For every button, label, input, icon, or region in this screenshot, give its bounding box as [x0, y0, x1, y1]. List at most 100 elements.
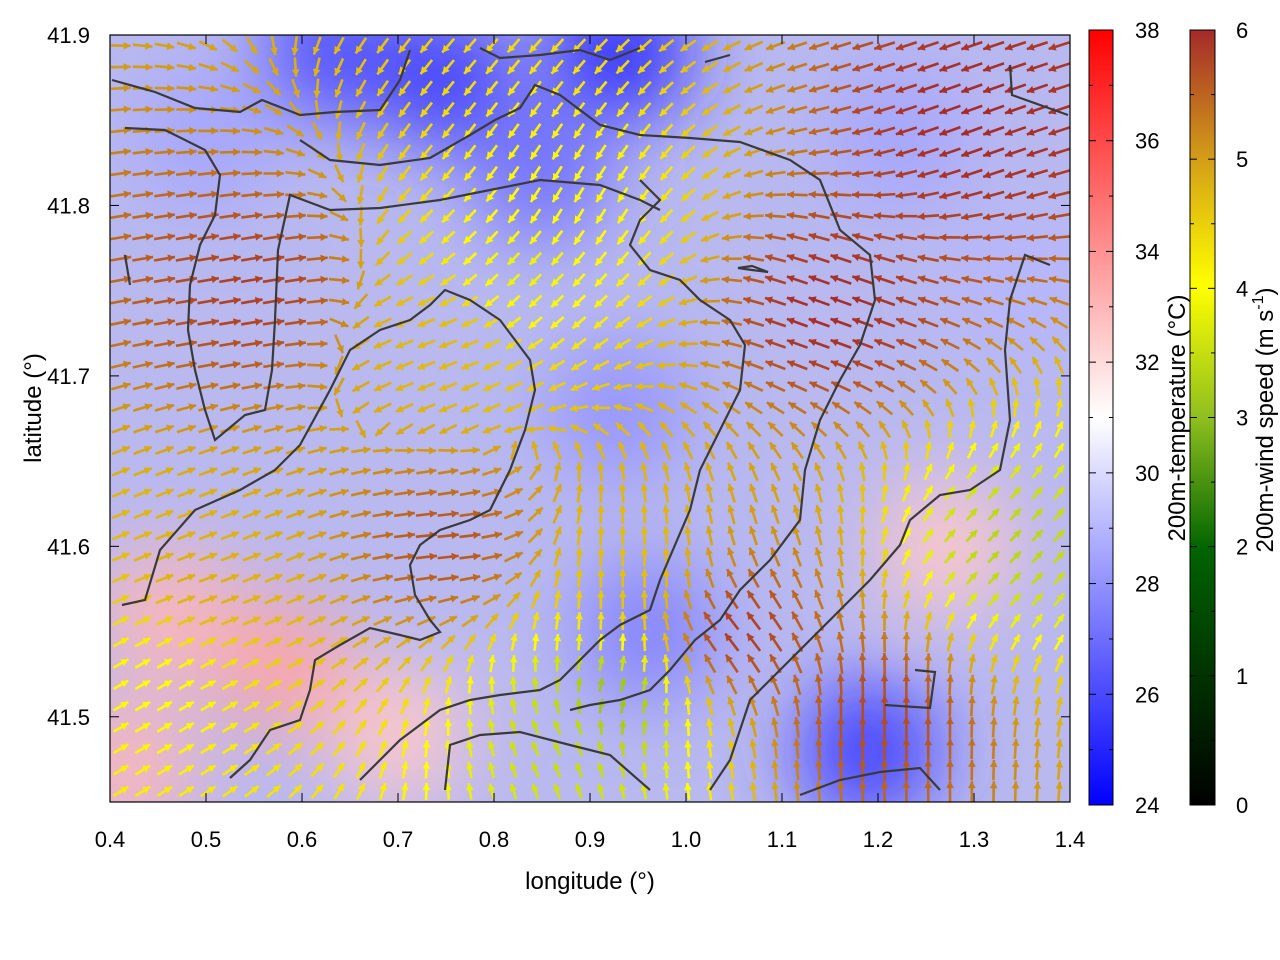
- wind-arrow: [613, 383, 633, 391]
- wind-arrow: [721, 254, 742, 263]
- wind-arrow: [575, 547, 584, 567]
- wind-arrow: [219, 339, 241, 348]
- wind-arrow: [329, 509, 350, 519]
- wind-arrow: [241, 233, 263, 241]
- wind-arrow: [640, 504, 649, 524]
- wind-arrow: [895, 296, 918, 307]
- wind-arrow: [504, 403, 523, 413]
- wind-arrow: [679, 253, 697, 265]
- wind-arrow: [917, 233, 940, 241]
- wind-arrow: [529, 208, 542, 224]
- wind-arrow: [852, 105, 874, 115]
- wind-arrow: [966, 612, 978, 629]
- wind-arrow: [376, 101, 389, 118]
- wind-arrow: [285, 509, 305, 519]
- wind-arrow: [395, 422, 414, 436]
- wind-arrow: [615, 59, 630, 75]
- wind-arrow: [111, 573, 130, 584]
- wind-arrow: [939, 233, 961, 242]
- wind-arrow: [459, 510, 481, 518]
- wind-arrow: [439, 296, 457, 307]
- wind-arrow: [924, 716, 933, 739]
- wind-arrow: [307, 446, 328, 455]
- wind-arrow: [764, 275, 787, 285]
- wind-arrow: [482, 402, 501, 413]
- wind-arrow: [595, 144, 607, 161]
- wind-arrow: [329, 488, 349, 498]
- wind-arrow: [331, 699, 347, 714]
- wind-arrow: [286, 552, 305, 562]
- wind-arrow: [176, 488, 196, 498]
- wind-arrow: [378, 740, 388, 758]
- wind-arrow: [858, 674, 867, 696]
- wind-arrow: [743, 360, 764, 371]
- wind-arrow: [551, 229, 564, 245]
- wind-arrow: [1004, 212, 1027, 221]
- wind-arrow: [684, 782, 692, 800]
- wind-arrow: [749, 760, 758, 780]
- wind-arrow: [466, 761, 474, 779]
- wind-arrow: [417, 296, 436, 307]
- wind-arrow: [1011, 760, 1020, 781]
- wind-arrow: [986, 357, 1002, 374]
- wind-arrow: [767, 421, 784, 437]
- wind-arrow: [1052, 571, 1066, 586]
- wind-arrow: [329, 425, 349, 433]
- wind-arrow: [702, 611, 718, 631]
- wind-arrow: [573, 123, 586, 139]
- wind-arrow: [155, 594, 174, 605]
- wind-arrow: [873, 317, 896, 328]
- wind-arrow: [699, 339, 721, 348]
- x-axis: 0.4 0.5 0.6 0.7 0.8 0.9 1.0 1.1 1.2 1.3 1.4: [95, 35, 1085, 852]
- wind-arrow: [982, 254, 1005, 263]
- wind-arrow: [965, 592, 978, 607]
- wind-arrow: [618, 611, 627, 630]
- wind-arrow: [851, 126, 874, 136]
- wind-arrow: [858, 652, 867, 675]
- wind-arrow: [946, 781, 954, 802]
- wind-arrow: [286, 573, 305, 584]
- wind-arrow: [504, 425, 524, 434]
- wind-arrow: [552, 504, 563, 524]
- wind-arrow: [197, 360, 219, 369]
- wind-arrow: [852, 359, 874, 371]
- wind-arrow: [198, 509, 218, 520]
- wind-arrow: [548, 359, 566, 372]
- wind-arrow: [112, 785, 130, 798]
- wind-arrow: [112, 658, 130, 669]
- wind-arrow: [481, 509, 503, 518]
- x-tick-label: 1.0: [671, 827, 702, 852]
- wind-arrow: [1053, 442, 1065, 459]
- wind-arrow: [917, 254, 939, 263]
- wind-arrow: [528, 294, 543, 308]
- wind-arrow: [531, 698, 539, 714]
- wind-arrow: [132, 190, 154, 199]
- wind-arrow: [551, 101, 564, 118]
- wind-arrow: [395, 296, 414, 307]
- wind-arrow: [308, 636, 327, 648]
- wind-arrow: [220, 424, 240, 434]
- wind-arrow: [616, 208, 629, 224]
- wind-arrow: [573, 165, 585, 182]
- wind-arrow: [438, 339, 458, 349]
- wind-arrow: [895, 126, 918, 136]
- wind-arrow: [485, 165, 499, 182]
- wind-arrow: [659, 208, 674, 224]
- wind-arrow: [965, 507, 979, 521]
- wind-arrow: [786, 253, 809, 264]
- wind-arrow: [836, 780, 845, 802]
- wind-arrow: [614, 338, 632, 350]
- wind-arrow: [573, 229, 585, 246]
- wind-arrow: [176, 126, 197, 135]
- x-axis-label: longitude (°): [525, 868, 655, 895]
- wind-arrow: [395, 381, 414, 392]
- wind-arrow: [176, 403, 197, 412]
- wind-arrow: [597, 504, 605, 524]
- wind-arrow: [134, 615, 152, 626]
- wind-arrow: [504, 359, 523, 371]
- wind-arrow: [286, 636, 305, 648]
- wind-arrow: [287, 742, 304, 756]
- wind-arrow: [397, 655, 412, 672]
- y-axis: 41.541.641.741.841.9: [47, 23, 1070, 730]
- wind-arrow: [351, 615, 371, 627]
